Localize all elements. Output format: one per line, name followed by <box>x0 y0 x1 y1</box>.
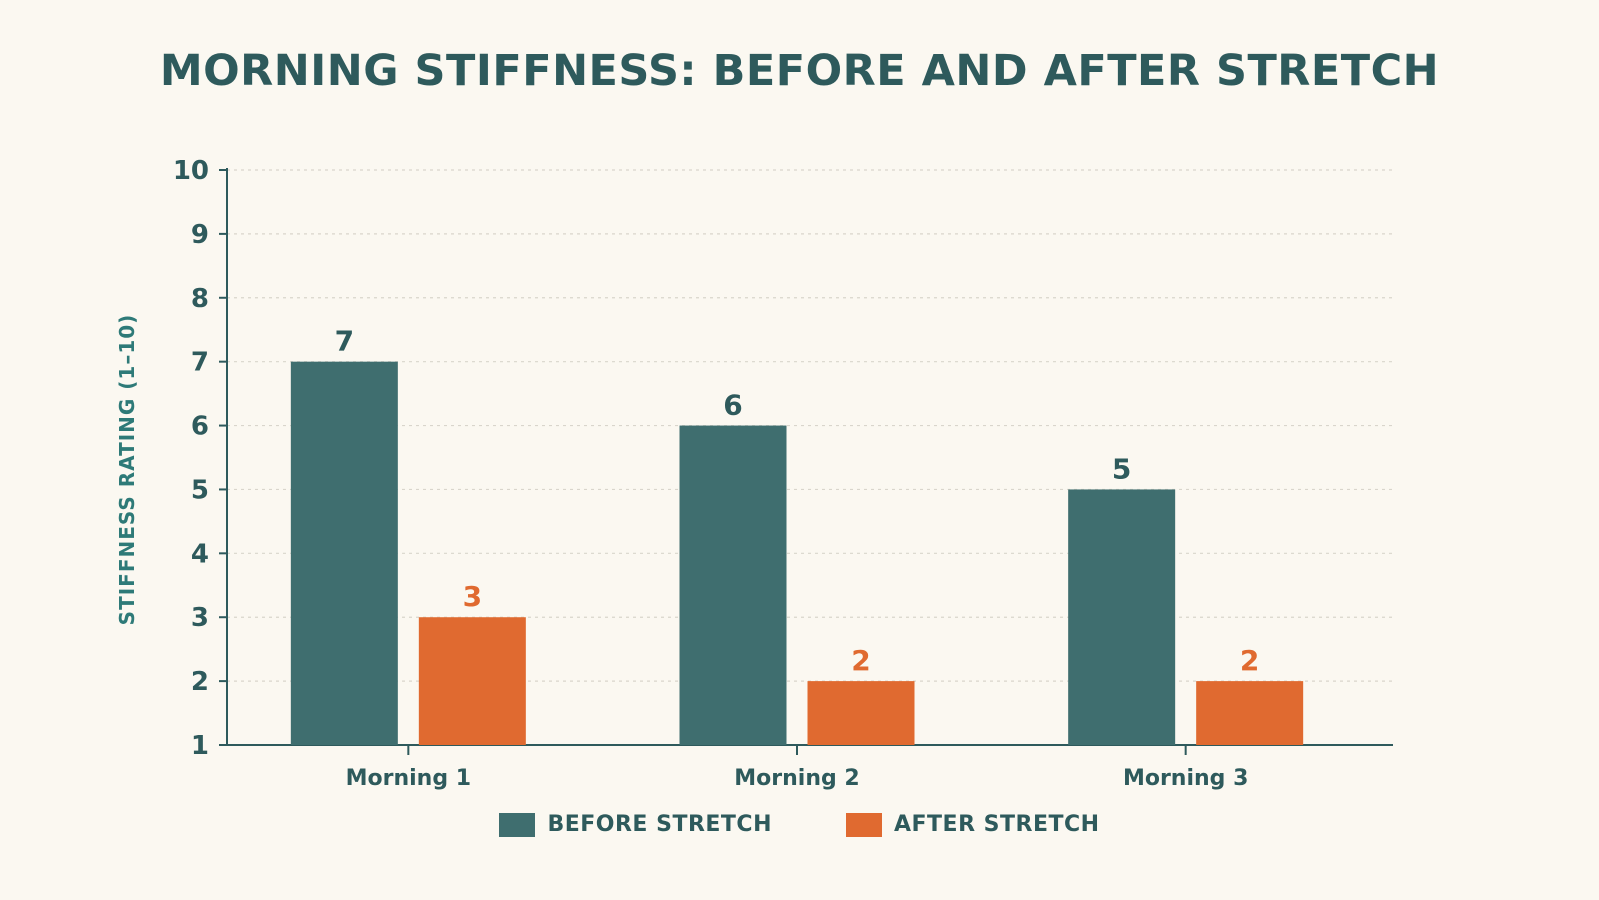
data-label: 3 <box>463 580 482 613</box>
y-tick-label: 6 <box>191 412 209 442</box>
chart-title: MORNING STIFFNESS: BEFORE AND AFTER STRE… <box>159 46 1440 96</box>
data-label: 5 <box>1112 452 1131 485</box>
bar-before <box>1068 489 1176 745</box>
y-tick-label: 5 <box>191 475 209 505</box>
data-label: 2 <box>851 644 870 677</box>
x-tick-label: Morning 2 <box>734 766 859 791</box>
legend: BEFORE STRETCH AFTER STRETCH <box>0 812 1599 837</box>
y-tick-label: 2 <box>191 667 209 697</box>
legend-label-after: AFTER STRETCH <box>893 812 1100 837</box>
bar-after <box>418 617 526 745</box>
legend-item-before: BEFORE STRETCH <box>499 812 772 837</box>
y-tick-label: 3 <box>191 603 209 633</box>
data-label: 2 <box>1240 644 1259 677</box>
x-tick-label: Morning 1 <box>346 766 471 791</box>
y-tick-label: 8 <box>191 284 209 314</box>
y-axis-label: STIFFNESS RATING (1–10) <box>115 314 139 626</box>
y-tick-label: 10 <box>173 156 209 186</box>
y-tick-label: 1 <box>191 731 209 761</box>
y-tick-label: 7 <box>191 348 209 378</box>
bar-before <box>290 361 398 745</box>
bar-before <box>679 425 787 745</box>
data-label: 6 <box>723 389 742 422</box>
legend-swatch-before <box>499 812 536 837</box>
bar-after <box>807 681 915 745</box>
legend-swatch-after <box>845 812 882 837</box>
bar-after <box>1196 681 1304 745</box>
data-label: 7 <box>335 325 354 358</box>
x-tick-label: Morning 3 <box>1123 766 1248 791</box>
legend-label-before: BEFORE STRETCH <box>547 812 772 837</box>
legend-item-after: AFTER STRETCH <box>845 812 1100 837</box>
y-tick-label: 9 <box>191 220 209 250</box>
y-tick-label: 4 <box>191 539 209 569</box>
